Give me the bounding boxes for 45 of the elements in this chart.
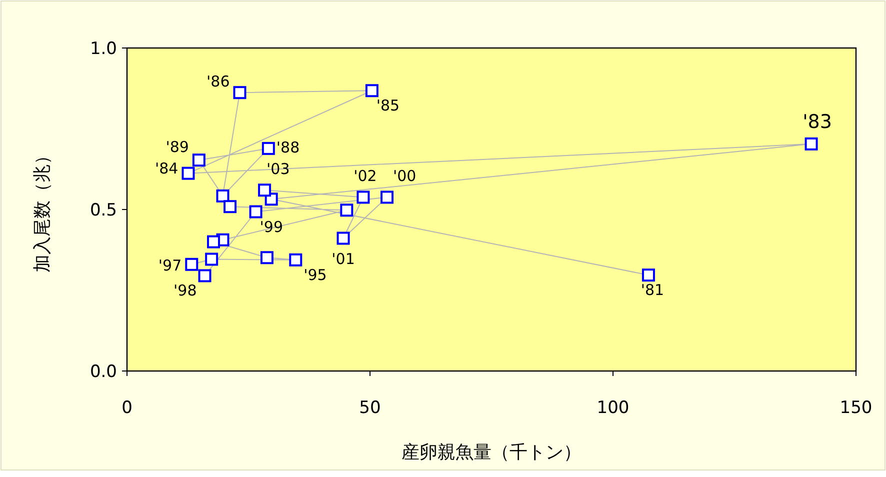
annotation: '02: [354, 167, 377, 186]
x-tick-label: 100: [596, 398, 630, 418]
point: [205, 252, 218, 266]
point: [804, 137, 818, 150]
annotation: '03: [266, 160, 290, 178]
point: [380, 190, 394, 204]
point: [642, 268, 655, 282]
point: [192, 154, 206, 167]
annotation: '81: [640, 281, 664, 300]
point: [260, 251, 274, 264]
annotation: '83: [802, 110, 832, 133]
y-tick-label: 0.5: [90, 200, 117, 220]
point: [289, 253, 302, 266]
point: [233, 86, 246, 100]
x-tick-label: 50: [359, 398, 381, 418]
point: [224, 200, 237, 214]
annotation: '97: [158, 256, 182, 274]
y-tick-label: 1.0: [90, 38, 117, 59]
annotation: '01: [332, 250, 355, 268]
point: [258, 184, 272, 197]
annotation: '88: [276, 138, 300, 156]
annotation: '95: [304, 266, 327, 284]
annotation: '89: [166, 138, 189, 156]
x-tick-label: 0: [122, 398, 132, 418]
annotation: '00: [393, 167, 416, 186]
point: [336, 232, 350, 245]
annotation: '98: [174, 282, 197, 300]
y-tick-label: 0.0: [90, 362, 117, 382]
point: [356, 190, 370, 204]
annotation: '84: [155, 159, 178, 178]
point: [182, 166, 195, 180]
annotation: '99: [260, 218, 284, 236]
point: [340, 204, 354, 217]
x-tick-label: 150: [840, 398, 872, 418]
point: [207, 235, 220, 248]
point: [185, 258, 198, 271]
x-axis-title: 産卵親魚量（千トン）: [402, 442, 582, 463]
y-axis-title: 加入尾数（兆）: [32, 146, 53, 272]
point: [216, 189, 230, 202]
point: [249, 205, 262, 218]
annotation: '85: [376, 96, 400, 115]
point: [365, 84, 378, 98]
point: [262, 142, 275, 155]
annotation: '86: [206, 72, 230, 91]
point: [198, 269, 212, 282]
